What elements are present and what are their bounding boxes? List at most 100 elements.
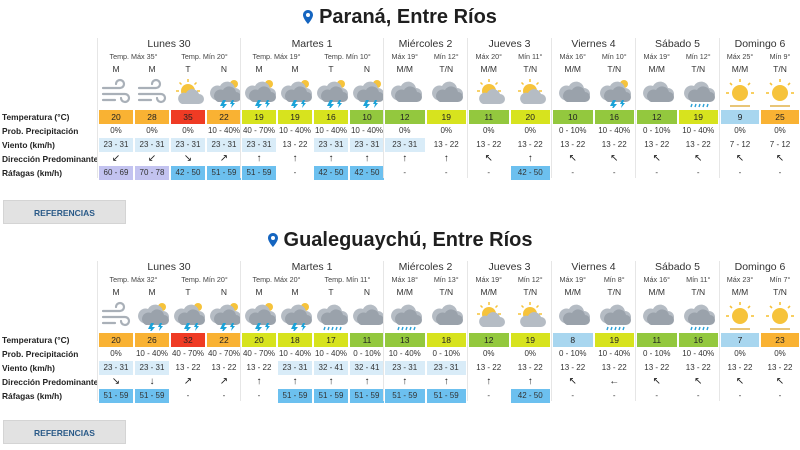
- direction-arrow-icon: ↑: [256, 376, 262, 387]
- day-block: Lunes 30 Temp. Máx 35° Temp. Mín 20° M 20 0% 2…: [97, 38, 241, 180]
- direction-arrow-icon: ↑: [486, 376, 492, 387]
- partly-cloudy-icon: [170, 76, 206, 108]
- temperature-value: 19: [510, 333, 550, 347]
- period-label: T/N: [773, 64, 787, 74]
- temperature-value: 28: [135, 110, 169, 124]
- period-label: M/M: [564, 64, 582, 74]
- location-pin-icon: [303, 10, 314, 24]
- temperature-value: 16: [594, 110, 634, 124]
- partly-cloudy-icon: [468, 76, 510, 108]
- label-gusts: Ráfagas (km/h): [2, 391, 63, 401]
- rain-icon: [678, 76, 720, 108]
- temperature-value: 11: [637, 333, 677, 347]
- wind-direction-arrow-icon: ↙: [135, 152, 169, 166]
- period-column: T/N 19 10 - 40% 13 - 22 ← -: [594, 287, 636, 401]
- temperature-value: 25: [761, 110, 799, 124]
- period-column: M/M 8 0 - 10% 13 - 22 ↖ -: [552, 287, 594, 401]
- storm-icon: [277, 76, 313, 108]
- precip-value: 10 - 40%: [135, 349, 169, 358]
- direction-arrow-icon: ↘: [111, 376, 121, 387]
- direction-arrow-icon: ↑: [328, 376, 334, 387]
- precip-value: 0%: [110, 349, 122, 358]
- wind-value: 13 - 22: [246, 363, 272, 372]
- day-name: Miércoles 2: [398, 261, 453, 273]
- period-column: M 28 0% 23 - 31 ↙ 70 - 78: [134, 64, 170, 180]
- direction-arrow-icon: ↖: [652, 376, 661, 387]
- day-name: Jueves 3: [488, 261, 531, 273]
- city-name: Gualeguaychú, Entre Ríos: [283, 229, 533, 251]
- temperature-value: 16: [314, 110, 348, 124]
- precip-value: 0 - 10%: [353, 349, 381, 358]
- direction-arrow-icon: ↑: [292, 153, 298, 164]
- wind-value: 23 - 31: [314, 138, 348, 152]
- rain-icon: [678, 299, 720, 331]
- wind-icon: [98, 76, 134, 108]
- wind-value: 13 - 22: [644, 140, 670, 149]
- max-temp: Temp. Máx 32°: [109, 275, 158, 284]
- wind-direction-arrow-icon: ↖: [553, 152, 593, 166]
- max-temp: Temp. Máx 20°: [252, 275, 301, 284]
- wind-direction-arrow-icon: ↖: [469, 152, 509, 166]
- wind-direction-arrow-icon: ↑: [314, 152, 348, 166]
- period-label: M/M: [396, 287, 414, 297]
- gust-value: -: [444, 168, 448, 177]
- period-column: T/N 19 0% 13 - 22 ↑ 42 - 50: [510, 287, 552, 403]
- period-label: T/N: [439, 287, 454, 297]
- precip-value: 10 - 40%: [350, 126, 384, 135]
- period-column: T/N 18 0 - 10% 23 - 31 ↑ 51 - 59: [426, 287, 468, 403]
- period-label: T: [328, 287, 334, 297]
- sun-icon: [760, 299, 800, 331]
- gust-value: 51 - 59: [350, 389, 384, 403]
- wind-value: 23 - 31: [385, 138, 425, 152]
- day-block: Jueves 3 Máx 20° Mín 11° M/M 11 0% 13 - 22 ↖ - T/…: [467, 38, 551, 180]
- wind-direction-arrow-icon: ↑: [427, 375, 467, 389]
- day-block: Miércoles 2 Máx 19° Mín 12° M/M 12 0% 23 - 31 ↑…: [383, 38, 467, 178]
- label-precip: Prob. Precipitación: [2, 126, 79, 136]
- wind-direction-arrow-icon: ↑: [278, 375, 312, 389]
- max-temp: Máx 25°: [726, 52, 754, 61]
- period-column: T/N 25 0% 7 - 12 ↖ -: [760, 64, 800, 178]
- precip-value: 0%: [524, 349, 537, 358]
- gust-value: 51 - 59: [278, 389, 312, 403]
- referencias-button[interactable]: REFERENCIAS: [3, 200, 126, 224]
- period-label: M: [148, 64, 156, 74]
- precip-value: 10 - 40%: [314, 349, 348, 358]
- wind-value: 13 - 22: [685, 140, 711, 149]
- period-column: M/M 12 0% 13 - 22 ↑ -: [468, 287, 510, 401]
- wind-direction-arrow-icon: ↓: [135, 375, 169, 389]
- precip-value: 0%: [482, 349, 495, 358]
- temperature-value: 18: [426, 333, 466, 347]
- gust-value: -: [778, 391, 782, 400]
- period-label: T: [185, 64, 191, 74]
- temperature-value: 20: [510, 110, 550, 124]
- precip-value: 40 - 70%: [207, 349, 241, 358]
- wind-direction-arrow-icon: ↑: [350, 152, 384, 166]
- day-temps: Temp. Máx 35° Temp. Mín 20°: [98, 52, 240, 63]
- day-name: Viernes 4: [571, 38, 616, 50]
- wind-direction-arrow-icon: ↙: [99, 152, 133, 166]
- temperature-value: 12: [385, 110, 425, 124]
- precip-value: 0 - 10%: [558, 126, 587, 135]
- precip-value: 0%: [398, 126, 411, 135]
- direction-arrow-icon: ↙: [147, 153, 157, 164]
- wind-value: 23 - 31: [135, 138, 169, 152]
- wind-value: 13 - 22: [685, 363, 711, 372]
- min-temp: Mín 13°: [433, 275, 459, 284]
- day-block: Domingo 6 Máx 25° Mín 9° M/M 9 0% 7 - 12 ↖ - T/N 2…: [719, 38, 800, 178]
- period-label: M/M: [648, 64, 666, 74]
- precip-value: 0%: [110, 126, 122, 135]
- period-column: T 16 10 - 40% 23 - 31 ↑ 42 - 50: [313, 64, 349, 180]
- city-title: Paraná, Entre Ríos: [0, 6, 800, 29]
- period-column: M 18 10 - 40% 23 - 31 ↑ 51 - 59: [277, 287, 313, 403]
- row-labels: Temperatura (°C) Prob. Precipitación Vie…: [2, 110, 98, 180]
- gust-value: -: [655, 168, 659, 177]
- period-label: T/N: [607, 64, 622, 74]
- wind-direction-arrow-icon: ↑: [427, 152, 467, 166]
- period-label: M/M: [731, 287, 749, 297]
- direction-arrow-icon: ↑: [364, 376, 370, 387]
- wind-direction-arrow-icon: ←: [595, 375, 635, 389]
- rain-icon: [313, 299, 349, 331]
- direction-arrow-icon: ↑: [256, 153, 262, 164]
- gust-value: 51 - 59: [207, 166, 241, 180]
- referencias-button[interactable]: REFERENCIAS: [3, 420, 126, 444]
